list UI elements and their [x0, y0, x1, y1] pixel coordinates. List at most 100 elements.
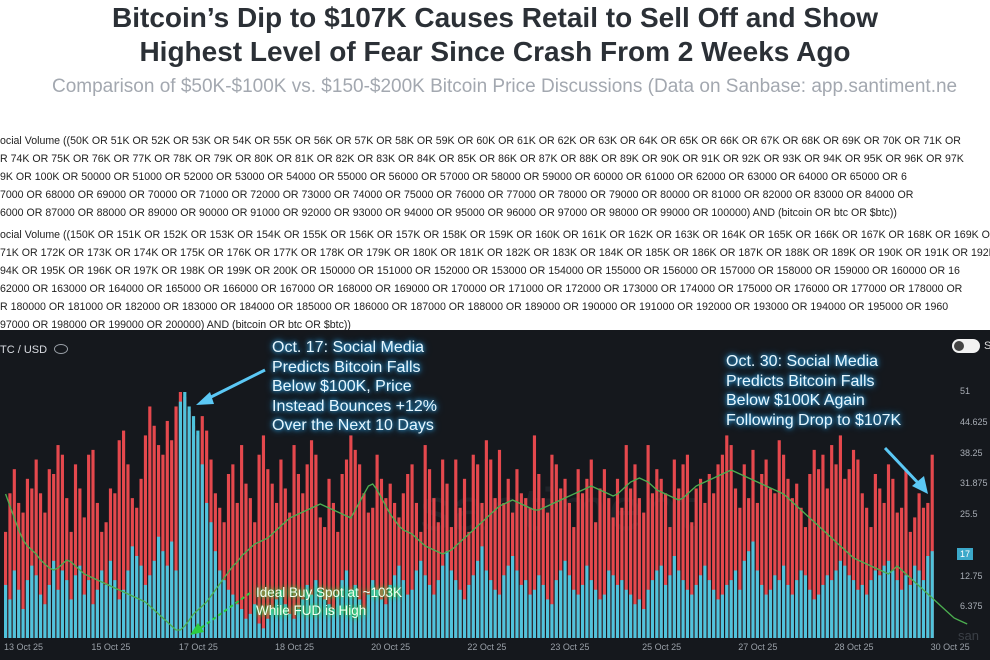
red-volume-bar: [690, 522, 694, 638]
blue-volume-bar: [427, 584, 432, 638]
red-volume-bar: [624, 445, 628, 638]
red-volume-bar: [642, 512, 646, 638]
red-volume-bar: [589, 459, 593, 638]
blue-volume-bar: [860, 584, 864, 638]
blue-volume-bar: [532, 589, 537, 638]
query-line: 6000 OR 87000 OR 88000 OR 89000 OR 90000…: [0, 207, 897, 219]
red-volume-bar: [91, 449, 95, 638]
blue-volume-bar: [358, 599, 362, 638]
y-tick-label: 6.375: [960, 601, 983, 612]
blue-volume-bar: [95, 589, 99, 638]
blue-volume-bar: [629, 594, 633, 638]
blue-volume-bar: [283, 604, 287, 638]
blue-volume-bar: [624, 589, 628, 638]
blue-volume-bar: [873, 570, 877, 638]
blue-volume-bar: [327, 604, 331, 638]
red-volume-bar: [375, 454, 379, 638]
query-line: 97000 OR 198000 OR 199000 OR 200000) AND…: [0, 319, 351, 331]
query-line: 7000 OR 68000 OR 69000 OR 70000 OR 71000…: [0, 189, 914, 201]
red-volume-bar: [576, 469, 580, 638]
blue-volume-bar: [677, 570, 681, 638]
pair-label[interactable]: TC / USD: [0, 344, 48, 356]
blue-volume-bar: [406, 594, 410, 638]
blue-volume-bar: [585, 565, 589, 638]
query-line: 9K OR 100K OR 50000 OR 51000 OR 52000 OR…: [0, 171, 907, 183]
red-volume-bar: [87, 454, 91, 638]
red-volume-bar: [104, 522, 108, 638]
blue-volume-bar: [301, 599, 305, 638]
current-value-badge: 17: [957, 548, 973, 560]
red-volume-bar: [261, 435, 266, 638]
blue-volume-bar: [716, 599, 720, 638]
blue-volume-bar: [314, 580, 318, 638]
blue-volume-bar: [126, 570, 130, 638]
blue-volume-bar: [331, 609, 335, 638]
red-volume-bar: [25, 478, 29, 638]
blue-volume-bar: [209, 522, 213, 638]
red-volume-bar: [309, 440, 314, 638]
blue-volume-bar: [904, 575, 908, 638]
annotation-line: Oct. 30: Social Media: [726, 353, 879, 370]
blue-volume-bar: [362, 609, 366, 638]
blue-volume-bar: [56, 589, 60, 638]
blue-volume-bar: [191, 416, 196, 638]
title-band: [0, 0, 990, 130]
red-volume-bar: [629, 488, 633, 638]
blue-volume-bar: [659, 565, 663, 638]
red-volume-bar: [113, 493, 117, 638]
blue-volume-bar: [336, 594, 340, 638]
blue-volume-bar: [816, 594, 821, 638]
x-tick-label: 25 Oct 25: [642, 642, 682, 652]
query-line: ocial Volume ((150K OR 151K OR 152K OR 1…: [0, 229, 990, 241]
blue-volume-bar: [720, 594, 724, 638]
annotation-line: Instead Bounces +12%: [272, 397, 438, 415]
red-volume-bar: [12, 469, 16, 638]
red-volume-bar: [288, 512, 292, 638]
red-volume-bar: [353, 449, 357, 638]
blue-volume-bar: [266, 618, 270, 638]
red-volume-bar: [515, 469, 519, 638]
red-volume-bar: [795, 483, 799, 638]
blue-volume-bar: [821, 584, 825, 638]
red-volume-bar: [519, 493, 523, 638]
blue-volume-bar: [921, 580, 926, 638]
red-volume-bar: [406, 474, 410, 638]
red-volume-bar: [8, 493, 12, 638]
red-volume-bar: [122, 430, 126, 638]
blue-volume-bar: [384, 604, 388, 638]
eye-icon[interactable]: [54, 344, 68, 354]
blue-volume-bar: [672, 556, 676, 638]
blue-volume-bar: [747, 551, 751, 638]
blue-volume-bar: [729, 580, 733, 638]
red-volume-bar: [441, 459, 445, 638]
blue-volume-bar: [580, 584, 585, 638]
red-volume-bar: [607, 498, 611, 638]
x-tick-label: 13 Oct 25: [4, 642, 44, 652]
red-volume-bar: [427, 469, 432, 638]
blue-volume-bar: [856, 589, 860, 638]
blue-volume-bar: [843, 565, 847, 638]
x-tick-label: 27 Oct 25: [738, 642, 778, 652]
blue-volume-bar: [270, 609, 274, 638]
blue-volume-bar: [834, 570, 838, 638]
blue-volume-bar: [576, 594, 580, 638]
page-subtitle: Comparison of $50K-$100K vs. $150-$200K …: [52, 76, 958, 97]
blue-volume-bar: [122, 589, 126, 638]
blue-volume-bar: [690, 594, 694, 638]
blue-volume-bar: [375, 589, 379, 638]
blue-volume-bar: [851, 580, 856, 638]
query-line: 62000 OR 163000 OR 164000 OR 165000 OR 1…: [0, 283, 963, 295]
blue-volume-bar: [655, 570, 659, 638]
red-volume-bar: [856, 459, 860, 638]
blue-volume-bar: [913, 565, 917, 638]
red-volume-bar: [550, 454, 554, 638]
red-volume-bar: [738, 507, 742, 638]
blue-volume-bar: [344, 570, 349, 638]
blue-volume-bar: [108, 560, 113, 638]
red-volume-bar: [340, 474, 344, 638]
blue-volume-bar: [213, 551, 217, 638]
blue-volume-bar: [511, 556, 515, 638]
blue-volume-bar: [165, 565, 169, 638]
red-volume-bar: [821, 454, 825, 638]
blue-volume-bar: [25, 580, 29, 638]
